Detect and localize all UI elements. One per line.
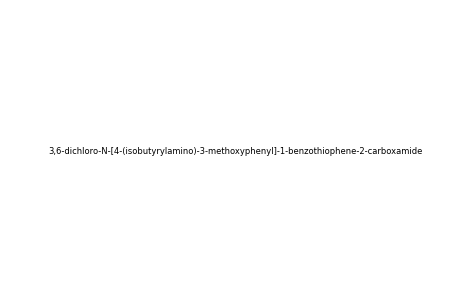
Text: 3,6-dichloro-N-[4-(isobutyrylamino)-3-methoxyphenyl]-1-benzothiophene-2-carboxam: 3,6-dichloro-N-[4-(isobutyrylamino)-3-me… bbox=[49, 147, 422, 156]
